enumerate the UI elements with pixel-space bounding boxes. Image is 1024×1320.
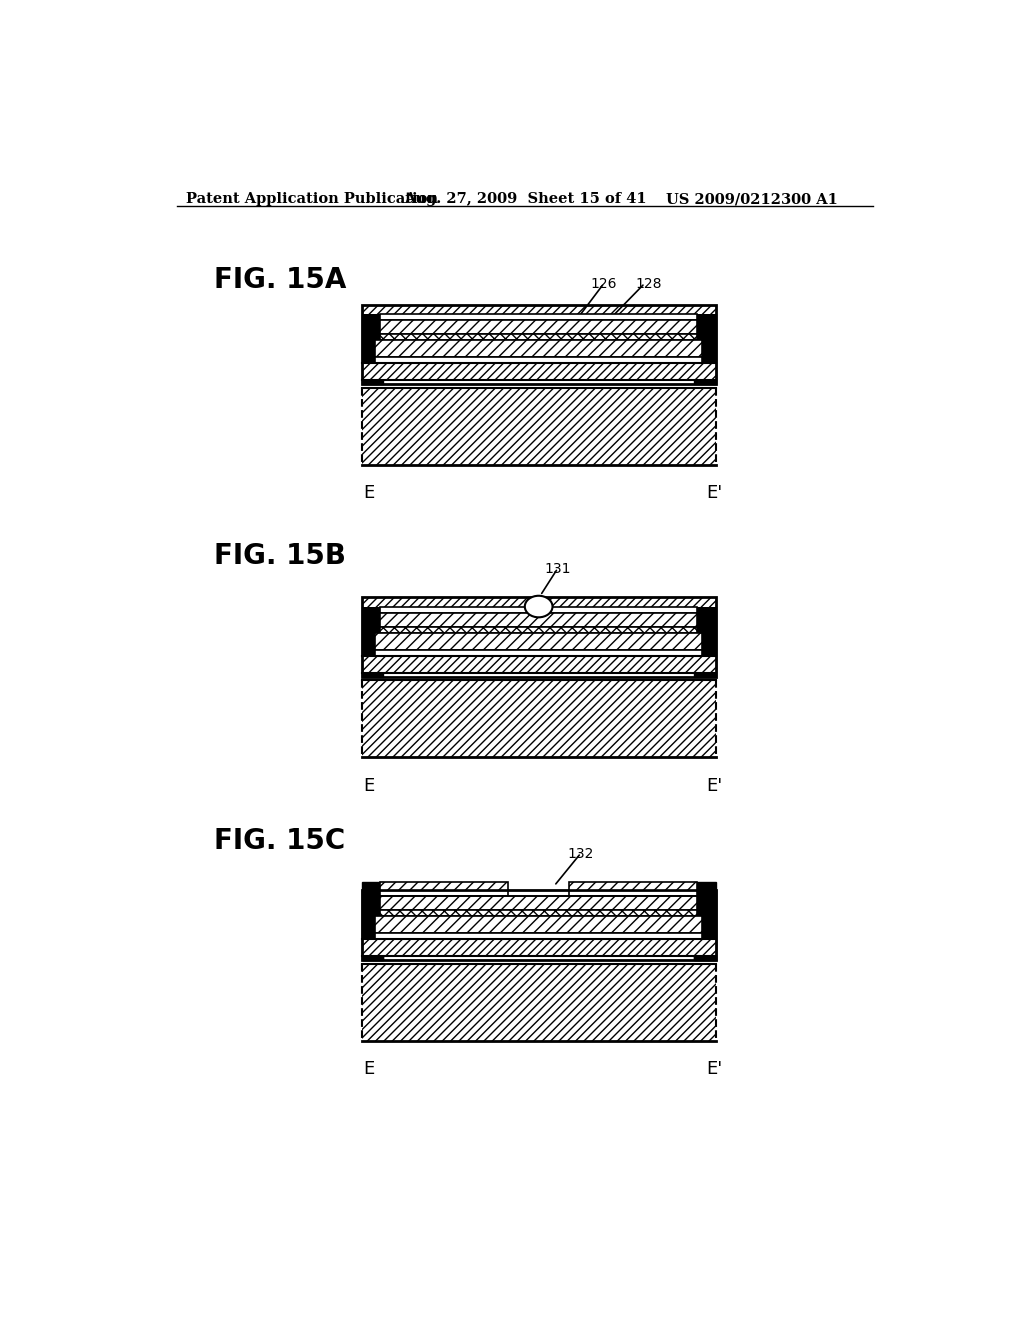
Bar (694, 890, 716, 960)
Bar (361, 940, 716, 956)
Text: E': E' (707, 484, 722, 502)
Bar (376, 341, 701, 358)
Bar (361, 882, 383, 960)
Bar (380, 612, 697, 627)
Bar (361, 314, 383, 384)
Bar (361, 305, 716, 384)
Bar (380, 627, 697, 632)
Bar (376, 632, 701, 649)
Text: 132: 132 (568, 847, 594, 861)
Text: E': E' (707, 1060, 722, 1078)
Bar (380, 882, 508, 890)
Bar (361, 598, 716, 677)
Bar (694, 607, 716, 677)
Text: 126: 126 (591, 277, 617, 290)
Text: US 2009/0212300 A1: US 2009/0212300 A1 (666, 193, 838, 206)
Bar (376, 933, 701, 940)
Bar (376, 916, 701, 933)
Bar (380, 314, 697, 321)
Bar (361, 607, 383, 677)
Bar (361, 363, 716, 380)
Bar (361, 681, 716, 758)
Bar (380, 321, 697, 334)
Bar (376, 358, 701, 363)
Text: E: E (364, 484, 375, 502)
Bar (694, 882, 716, 960)
Text: Aug. 27, 2009  Sheet 15 of 41: Aug. 27, 2009 Sheet 15 of 41 (403, 193, 646, 206)
Bar (380, 890, 508, 896)
Bar (569, 882, 697, 890)
Bar (380, 334, 697, 341)
Text: E: E (364, 1060, 375, 1078)
Bar (380, 909, 697, 916)
Bar (361, 890, 716, 960)
Bar (694, 314, 716, 384)
Text: E': E' (707, 776, 722, 795)
Bar (361, 388, 716, 465)
Bar (361, 964, 716, 1040)
Bar (361, 305, 716, 314)
Text: 128: 128 (636, 277, 663, 290)
Bar (361, 890, 383, 960)
Text: FIG. 15A: FIG. 15A (214, 267, 346, 294)
Ellipse shape (525, 595, 553, 618)
Bar (380, 607, 697, 612)
Text: Patent Application Publication: Patent Application Publication (186, 193, 438, 206)
Text: 131: 131 (545, 562, 571, 576)
Bar (380, 896, 697, 909)
Bar (376, 649, 701, 656)
Bar (361, 656, 716, 673)
Bar (361, 598, 716, 607)
Text: FIG. 15B: FIG. 15B (214, 543, 346, 570)
Text: FIG. 15C: FIG. 15C (214, 826, 345, 855)
Bar (569, 890, 697, 896)
Text: E: E (364, 776, 375, 795)
